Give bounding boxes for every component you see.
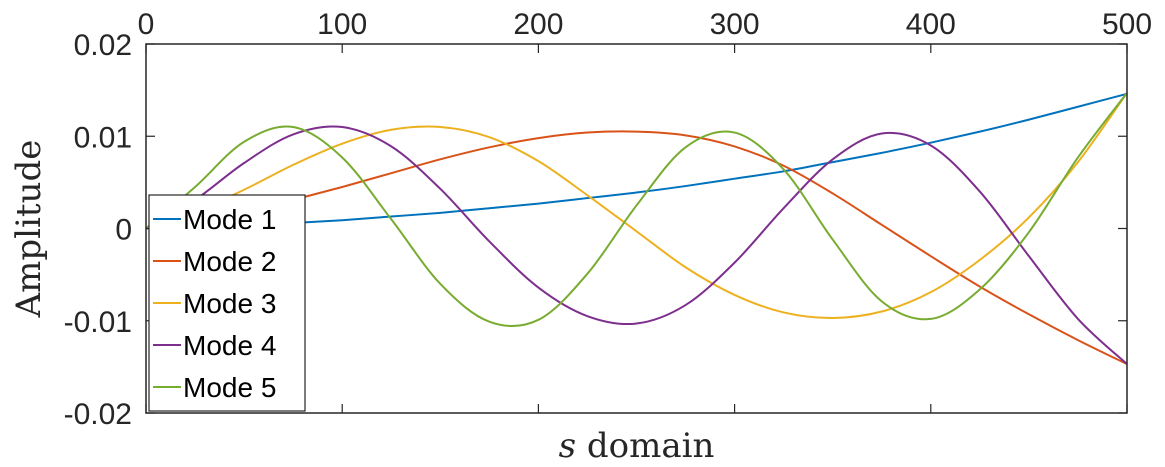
x-tick-label: 400 (906, 8, 956, 41)
x-tick-label: 500 (1102, 8, 1152, 41)
y-tick-label: 0.02 (74, 29, 132, 62)
legend-label: Mode 1 (183, 204, 276, 235)
series-line-mode-3 (145, 92, 1128, 319)
series-line-mode-1 (145, 92, 1128, 230)
legend-label: Mode 3 (183, 288, 276, 319)
legend-label: Mode 2 (183, 246, 276, 277)
tick-layer: 0 100 200 300 400 500 0.02 0.01 0 -0.01 -0.02 (64, 8, 1152, 431)
x-tick-label: 0 (138, 8, 155, 41)
x-tick-label: 300 (710, 8, 760, 41)
x-tick-label: 200 (513, 8, 563, 41)
x-axis-label: s domain (559, 426, 715, 466)
y-axis-label: Amplitude (9, 140, 49, 319)
x-axis-label-variable: s (559, 426, 576, 466)
legend-label: Mode 5 (183, 372, 276, 403)
y-tick-label: 0 (115, 214, 132, 247)
x-axis-label-rest: domain (576, 426, 714, 466)
x-tick-label: 100 (317, 8, 367, 41)
y-tick-label: 0.01 (74, 121, 132, 154)
y-tick-label: -0.01 (64, 306, 132, 339)
series-line-mode-4 (145, 125, 1128, 365)
series-layer (145, 92, 1128, 366)
y-tick-label: -0.02 (64, 398, 132, 431)
series-line-mode-5 (145, 92, 1128, 327)
legend-label: Mode 4 (183, 330, 276, 361)
series-line-mode-2 (145, 130, 1128, 366)
legend: Mode 1 Mode 2 Mode 3 Mode 4 Mode 5 (148, 194, 306, 412)
